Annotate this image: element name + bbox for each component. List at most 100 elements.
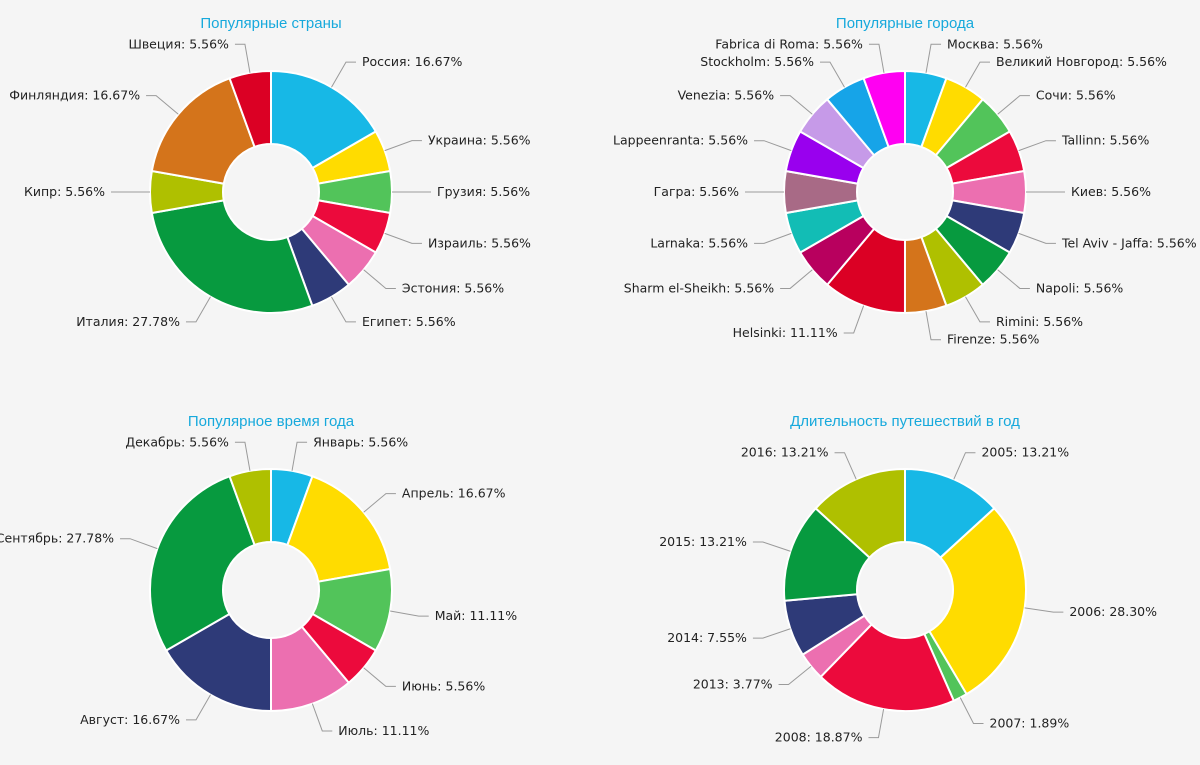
cities-slices <box>783 69 1027 315</box>
label-country-украина: Украина: 5.56% <box>428 133 531 148</box>
label-year-2007: 2007: 1.89% <box>990 715 1070 730</box>
leader-line-year-2015 <box>752 541 791 552</box>
label-year-2008: 2008: 18.87% <box>775 730 863 745</box>
trip-duration-donut-chart: Длительность путешествий в год 2005: 13.… <box>659 413 1157 745</box>
label-country-кипр: Кипр: 5.56% <box>24 184 105 199</box>
leader-line-city-lappeenranta <box>754 140 792 152</box>
label-city-stockholm: Stockholm: 5.56% <box>700 54 814 69</box>
leader-line-month-январь <box>291 441 308 471</box>
label-city-larnaka: Larnaka: 5.56% <box>650 235 748 250</box>
seasons-chart-title: Популярное время года <box>188 413 355 430</box>
slice-month-апрель[interactable] <box>286 475 392 583</box>
leader-line-year-2008 <box>868 709 885 739</box>
label-year-2005: 2005: 13.21% <box>981 445 1069 460</box>
leader-line-city-stockholm <box>819 61 845 88</box>
leader-line-year-2005 <box>953 452 976 480</box>
leader-line-month-май <box>390 610 429 617</box>
label-city-tel-aviv-jaffa: Tel Aviv - Jaffa: 5.56% <box>1061 235 1197 250</box>
label-month-сентябрь: Сентябрь: 27.78% <box>0 531 114 546</box>
label-month-август: Август: 16.67% <box>80 712 180 727</box>
leader-line-year-2016 <box>834 452 857 480</box>
leader-line-month-сентябрь <box>120 538 158 550</box>
slice-city-fabrica-di-roma[interactable] <box>862 69 906 149</box>
leader-line-country-италия <box>185 296 211 323</box>
label-country-эстония: Эстония: 5.56% <box>402 280 504 295</box>
label-year-2006: 2006: 28.30% <box>1069 604 1157 619</box>
slice-year-2008[interactable] <box>819 623 956 712</box>
label-country-израиль: Израиль: 5.56% <box>428 235 531 250</box>
label-year-2013: 2013: 3.77% <box>693 677 773 692</box>
label-year-2015: 2015: 13.21% <box>659 534 747 549</box>
leader-line-city-tel-aviv-jaffa <box>1018 232 1056 244</box>
leader-line-country-украина <box>384 140 422 152</box>
leader-line-country-эстония <box>363 269 396 289</box>
leader-line-year-2014 <box>752 628 791 639</box>
label-year-2016: 2016: 13.21% <box>741 445 829 460</box>
label-month-январь: Январь: 5.56% <box>313 434 408 449</box>
label-city-lappeenranta: Lappeenranta: 5.56% <box>613 133 748 148</box>
seasons-donut-chart: Популярное время года Январь: 5.56% Апрел… <box>0 413 517 738</box>
leader-line-year-2007 <box>959 697 984 724</box>
label-city-venezia: Venezia: 5.56% <box>678 88 775 103</box>
leader-line-city-fabrica-di-roma <box>868 43 885 73</box>
label-city-firenze: Firenze: 5.56% <box>947 332 1039 347</box>
label-month-июнь: Июнь: 5.56% <box>402 678 485 693</box>
label-city-москва: Москва: 5.56% <box>947 36 1043 51</box>
label-city-сочи: Сочи: 5.56% <box>1036 88 1116 103</box>
slice-country-финляндия[interactable] <box>150 77 256 185</box>
label-country-египет: Египет: 5.56% <box>362 314 456 329</box>
countries-donut-chart: Популярные страны Россия: 16.67% Украина:… <box>9 15 531 329</box>
label-country-швеция: Швеция: 5.56% <box>128 36 229 51</box>
leader-line-month-июль <box>311 703 333 732</box>
leader-line-month-декабрь <box>234 441 251 471</box>
leader-line-city-sharm-el-sheikh <box>780 269 813 289</box>
leader-line-city-москва <box>925 43 942 73</box>
leader-line-country-россия <box>331 61 356 88</box>
leader-line-month-июнь <box>363 667 396 687</box>
cities-chart-title: Популярные города <box>836 15 975 32</box>
label-country-грузия: Грузия: 5.56% <box>437 184 530 199</box>
countries-slices <box>149 69 393 314</box>
label-year-2014: 2014: 7.55% <box>667 630 747 645</box>
leader-line-month-август <box>186 694 211 721</box>
seasons-slices <box>149 467 393 713</box>
slice-year-2016[interactable] <box>814 467 906 560</box>
label-city-гагра: Гагра: 5.56% <box>654 184 739 199</box>
slice-month-декабрь[interactable] <box>228 467 272 547</box>
leader-line-country-швеция <box>234 43 251 73</box>
label-city-helsinki: Helsinki: 11.11% <box>733 325 838 340</box>
leader-line-city-helsinki <box>843 305 865 334</box>
label-city-киев: Киев: 5.56% <box>1071 184 1151 199</box>
countries-chart-title: Популярные страны <box>200 15 341 32</box>
slice-year-2006[interactable] <box>928 506 1027 696</box>
leader-line-month-апрель <box>363 493 396 513</box>
leader-line-city-larnaka <box>754 232 792 244</box>
label-city-rimini: Rimini: 5.56% <box>996 314 1083 329</box>
leader-line-city-napoli <box>997 269 1030 289</box>
trip-duration-slices <box>783 467 1027 712</box>
slice-country-россия[interactable] <box>270 69 378 170</box>
cities-labels: Москва: 5.56% Великий Новгород: 5.56% Сочи… <box>613 36 1197 346</box>
leader-line-country-финляндия <box>146 95 179 115</box>
label-country-финляндия: Финляндия: 16.67% <box>9 88 140 103</box>
slice-month-сентябрь[interactable] <box>149 475 256 652</box>
slice-country-швеция[interactable] <box>228 69 272 149</box>
leader-line-city-rimini <box>965 296 990 323</box>
label-month-декабрь: Декабрь: 5.56% <box>125 434 229 449</box>
label-month-апрель: Апрель: 16.67% <box>402 486 506 501</box>
label-city-великий-новгород: Великий Новгород: 5.56% <box>996 54 1167 69</box>
leader-line-year-2006 <box>1024 607 1064 613</box>
leader-line-country-египет <box>331 296 356 323</box>
leader-line-city-venezia <box>780 95 813 115</box>
leader-line-city-tallinn <box>1018 140 1056 152</box>
label-country-россия: Россия: 16.67% <box>362 54 463 69</box>
label-city-fabrica-di-roma: Fabrica di Roma: 5.56% <box>715 36 863 51</box>
label-city-sharm-el-sheikh: Sharm el-Sheikh: 5.56% <box>624 280 774 295</box>
slice-country-италия[interactable] <box>150 199 314 314</box>
trip-duration-chart-title: Длительность путешествий в год <box>790 413 1020 430</box>
label-month-июль: Июль: 11.11% <box>338 723 429 738</box>
trip-duration-labels: 2005: 13.21% 2006: 28.30% 2007: 1.89% 2008:… <box>659 445 1157 745</box>
seasons-labels: Январь: 5.56% Апрель: 16.67% Май: 11.11% Ию… <box>0 434 517 738</box>
slice-month-август[interactable] <box>164 612 272 713</box>
